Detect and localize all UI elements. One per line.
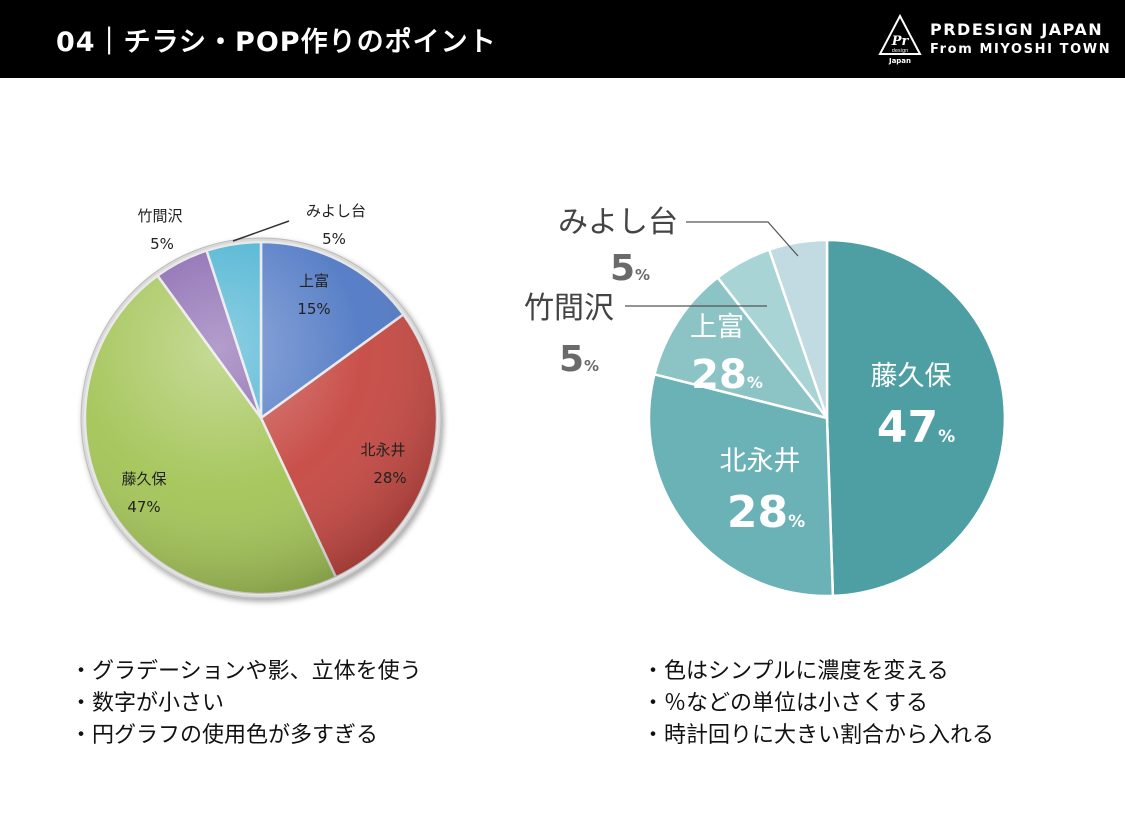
slice-label-fujikubo: 藤久保	[871, 361, 952, 392]
slice-value-chikumazawa: 5%	[150, 235, 174, 253]
note-item: グラデーションや影、立体を使う	[70, 656, 422, 688]
svg-text:Pr: Pr	[891, 34, 910, 49]
slice-label-kamitome: 上富	[299, 272, 329, 290]
page-title: 04｜チラシ・POP作りのポイント	[56, 27, 497, 58]
slice-label-kitanagai: 北永井	[720, 446, 801, 477]
pie-chart-bad-example: 上富 15% 北永井 28% 藤久保 47% 竹間沢 5% みよし台 5%	[80, 202, 442, 599]
slice-value-chikumazawa: 5%	[559, 339, 599, 380]
slice-label-kitanagai: 北永井	[360, 441, 405, 459]
good-example-notes: 色はシンプルに濃度を変える ％などの単位は小さくする 時計回りに大きい割合から入…	[642, 656, 994, 752]
leader-line-miyoshidai	[232, 220, 290, 242]
slice-label-chikumazawa: 竹間沢	[137, 207, 182, 225]
slice-label-miyoshidai: みよし台	[306, 202, 366, 220]
header-bar: 04｜チラシ・POP作りのポイント Pr design Japan PRDESI…	[0, 0, 1125, 78]
pie-slice-miyoshidai	[767, 238, 829, 420]
slice-value-kamitome: 28%	[691, 352, 763, 398]
note-item: ％などの単位は小さくする	[642, 688, 994, 720]
note-item: 円グラフの使用色が多すぎる	[70, 720, 422, 752]
leader-lines	[232, 220, 290, 242]
note-item: 数字が小さい	[70, 688, 422, 720]
slice-value-fujikubo: 47%	[127, 498, 160, 516]
prdesign-logo-icon: Pr design Japan	[878, 14, 922, 65]
pie-slice-kitanagai	[647, 373, 835, 598]
svg-text:Japan: Japan	[888, 57, 911, 65]
brand-name: PRDESIGN JAPAN	[930, 20, 1104, 39]
slice-value-fujikubo: 47%	[877, 402, 955, 453]
leader-lines	[625, 221, 799, 307]
slice-value-miyoshidai: 5%	[322, 230, 346, 248]
note-item: 時計回りに大きい割合から入れる	[642, 720, 994, 752]
pie-slice-kamitome	[653, 276, 829, 420]
pie-slice-fujikubo	[825, 238, 1007, 598]
note-item: 色はシンプルに濃度を変える	[642, 656, 994, 688]
slice-label-kamitome: 上富	[690, 312, 744, 343]
slice-value-kitanagai: 28%	[373, 469, 406, 487]
slice-value-kamitome: 15%	[297, 300, 330, 318]
slice-label-miyoshidai: みよし台	[558, 205, 678, 240]
bad-example-notes: グラデーションや影、立体を使う 数字が小さい 円グラフの使用色が多すぎる	[70, 656, 422, 752]
brand-tagline: From MIYOSHI TOWN	[930, 42, 1112, 57]
svg-text:design: design	[892, 48, 909, 54]
slice-value-miyoshidai: 5%	[610, 248, 650, 289]
pie-chart-good-example: みよし台 5% 竹間沢 5% 上富 28% 藤久保 47% 北永井 28%	[524, 205, 1007, 598]
leader-line-miyoshidai	[686, 221, 799, 257]
slice-label-fujikubo: 藤久保	[121, 470, 166, 488]
slice-label-chikumazawa: 竹間沢	[524, 291, 614, 326]
slice-value-kitanagai: 28%	[727, 487, 805, 538]
